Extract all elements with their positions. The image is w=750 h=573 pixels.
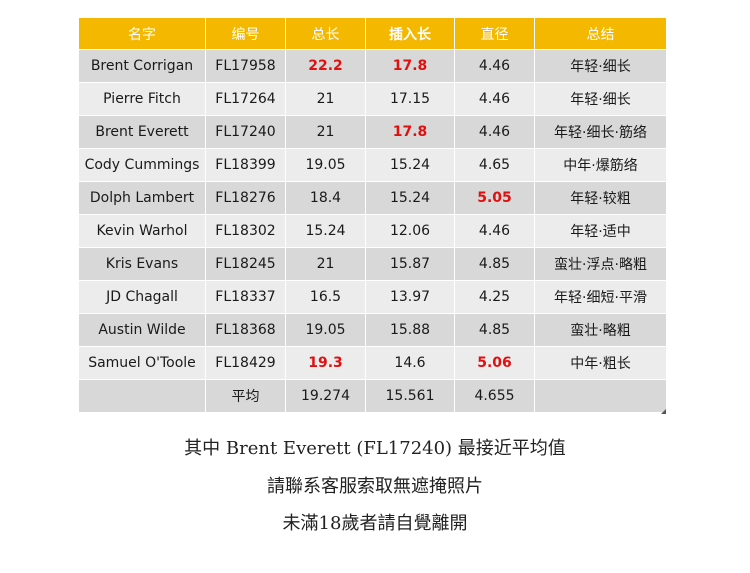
table-row: Kris Evans FL18245 21 15.87 4.85 蛮壮·浮点·略… — [78, 247, 667, 281]
cell-total: 21 — [285, 82, 366, 116]
cell-insert: 17.8 — [365, 49, 455, 83]
cell-name: Brent Corrigan — [78, 49, 206, 83]
cell-empty — [78, 379, 206, 413]
average-insert: 15.561 — [365, 379, 455, 413]
table-row: Cody Cummings FL18399 19.05 15.24 4.65 中… — [78, 148, 667, 182]
cell-name: JD Chagall — [78, 280, 206, 314]
cell-id: FL17264 — [205, 82, 286, 116]
table-row: Pierre Fitch FL17264 21 17.15 4.46 年轻·细长 — [78, 82, 667, 116]
cell-diameter: 4.85 — [454, 247, 535, 281]
comparison-table-container: 名字 编号 总长 插入长 直径 总结 Brent Corrigan FL1795… — [78, 17, 667, 414]
table-row: Samuel O'Toole FL18429 19.3 14.6 5.06 中年… — [78, 346, 667, 380]
cell-insert: 15.87 — [365, 247, 455, 281]
cell-insert: 12.06 — [365, 214, 455, 248]
cell-summary: 蛮壮·浮点·略粗 — [534, 247, 667, 281]
cell-diameter: 4.65 — [454, 148, 535, 182]
cell-name: Brent Everett — [78, 115, 206, 149]
cell-name: Cody Cummings — [78, 148, 206, 182]
cell-empty — [534, 379, 667, 413]
cell-total: 16.5 — [285, 280, 366, 314]
cell-insert: 17.8 — [365, 115, 455, 149]
table-header-row: 名字 编号 总长 插入长 直径 总结 — [78, 17, 667, 50]
table-row: Austin Wilde FL18368 19.05 15.88 4.85 蛮壮… — [78, 313, 667, 347]
cell-summary: 年轻·细长 — [534, 49, 667, 83]
table-row: Brent Corrigan FL17958 22.2 17.8 4.46 年轻… — [78, 49, 667, 83]
cell-name: Pierre Fitch — [78, 82, 206, 116]
cell-diameter: 4.46 — [454, 82, 535, 116]
cell-name: Kevin Warhol — [78, 214, 206, 248]
average-total: 19.274 — [285, 379, 366, 413]
cell-summary: 年轻·细短·平滑 — [534, 280, 667, 314]
cell-insert: 13.97 — [365, 280, 455, 314]
table-row: Dolph Lambert FL18276 18.4 15.24 5.05 年轻… — [78, 181, 667, 215]
comparison-table: 名字 编号 总长 插入长 直径 总结 Brent Corrigan FL1795… — [78, 17, 667, 413]
cell-total: 21 — [285, 247, 366, 281]
cell-total: 15.24 — [285, 214, 366, 248]
cell-id: FL17958 — [205, 49, 286, 83]
cell-id: FL17240 — [205, 115, 286, 149]
cell-name: Dolph Lambert — [78, 181, 206, 215]
cell-name: Austin Wilde — [78, 313, 206, 347]
cell-total: 22.2 — [285, 49, 366, 83]
cell-insert: 15.88 — [365, 313, 455, 347]
cell-total: 21 — [285, 115, 366, 149]
table-row: Brent Everett FL17240 21 17.8 4.46 年轻·细长… — [78, 115, 667, 149]
cell-summary: 蛮壮·略粗 — [534, 313, 667, 347]
average-diameter: 4.655 — [454, 379, 535, 413]
cell-id: FL18399 — [205, 148, 286, 182]
cell-total: 19.3 — [285, 346, 366, 380]
cell-insert: 15.24 — [365, 181, 455, 215]
cell-id: FL18245 — [205, 247, 286, 281]
cell-insert: 17.15 — [365, 82, 455, 116]
caption-average-note: 其中 Brent Everett (FL17240) 最接近平均值 — [184, 438, 566, 459]
cell-name: Samuel O'Toole — [78, 346, 206, 380]
cell-diameter: 4.46 — [454, 115, 535, 149]
cell-id: FL18276 — [205, 181, 286, 215]
cell-summary: 年轻·适中 — [534, 214, 667, 248]
cell-diameter: 5.06 — [454, 346, 535, 380]
cell-summary: 年轻·较粗 — [534, 181, 667, 215]
average-row: 平均 19.274 15.561 4.655 — [78, 379, 667, 413]
cell-name: Kris Evans — [78, 247, 206, 281]
cell-diameter: 4.46 — [454, 214, 535, 248]
cell-diameter: 4.25 — [454, 280, 535, 314]
cell-diameter: 5.05 — [454, 181, 535, 215]
header-id: 编号 — [205, 17, 286, 50]
cell-summary: 年轻·细长·筋络 — [534, 115, 667, 149]
cell-total: 19.05 — [285, 313, 366, 347]
header-name: 名字 — [78, 17, 206, 50]
table-row: Kevin Warhol FL18302 15.24 12.06 4.46 年轻… — [78, 214, 667, 248]
header-total-length: 总长 — [285, 17, 366, 50]
cell-insert: 15.24 — [365, 148, 455, 182]
cell-id: FL18302 — [205, 214, 286, 248]
cell-id: FL18337 — [205, 280, 286, 314]
cell-summary: 中年·粗长 — [534, 346, 667, 380]
average-label: 平均 — [205, 379, 286, 413]
table-row: JD Chagall FL18337 16.5 13.97 4.25 年轻·细短… — [78, 280, 667, 314]
caption-age-warning: 未滿18歲者請自覺離開 — [282, 513, 468, 534]
header-diameter: 直径 — [454, 17, 535, 50]
cell-id: FL18429 — [205, 346, 286, 380]
cell-summary: 年轻·细长 — [534, 82, 667, 116]
cell-insert: 14.6 — [365, 346, 455, 380]
cell-summary: 中年·爆筋络 — [534, 148, 667, 182]
cell-diameter: 4.46 — [454, 49, 535, 83]
resize-corner-mark — [661, 409, 666, 414]
cell-diameter: 4.85 — [454, 313, 535, 347]
cell-total: 19.05 — [285, 148, 366, 182]
header-insert-length: 插入长 — [365, 17, 455, 50]
cell-id: FL18368 — [205, 313, 286, 347]
header-summary: 总结 — [534, 17, 667, 50]
cell-total: 18.4 — [285, 181, 366, 215]
caption-contact-note: 請聯系客服索取無遮掩照片 — [267, 476, 483, 497]
